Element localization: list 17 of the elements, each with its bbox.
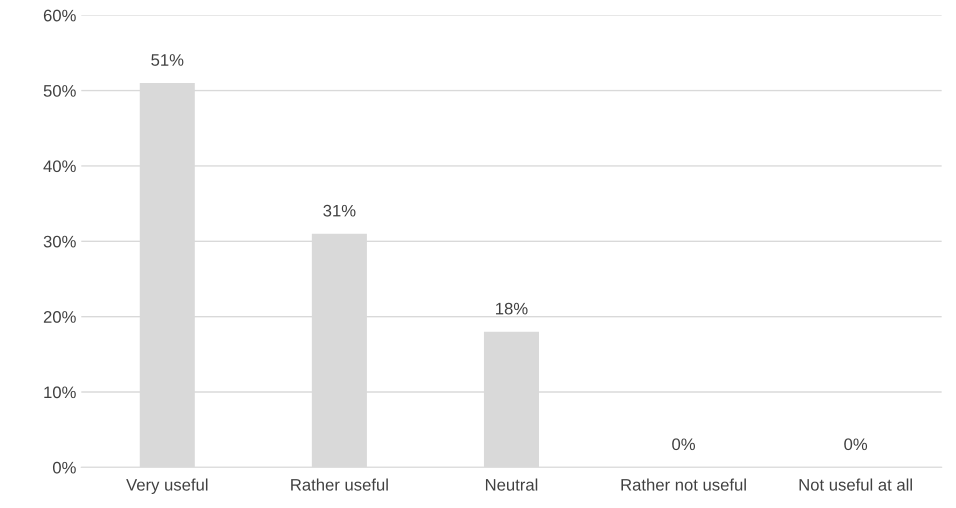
data-label: 18% bbox=[496, 302, 528, 315]
y-tick-label: 10% bbox=[44, 386, 76, 398]
data-label: 0% bbox=[672, 438, 695, 450]
data-label: 31% bbox=[323, 204, 356, 217]
x-tick-label: Very useful bbox=[126, 478, 208, 494]
y-tick-label: 60% bbox=[44, 10, 76, 22]
x-tick-label: Rather not useful bbox=[621, 478, 746, 491]
data-label: 0% bbox=[844, 438, 868, 450]
y-tick-label: 50% bbox=[44, 84, 76, 97]
x-tick-label: Neutral bbox=[486, 478, 538, 491]
data-label: 51% bbox=[151, 54, 184, 66]
y-tick-label: 0% bbox=[52, 462, 76, 474]
y-tick-label: 40% bbox=[43, 160, 76, 172]
y-tick-label: 30% bbox=[44, 236, 76, 248]
y-tick-label: 20% bbox=[44, 311, 76, 323]
x-tick-label: Rather useful bbox=[291, 478, 388, 491]
x-tick-label: Not useful at all bbox=[800, 478, 912, 491]
